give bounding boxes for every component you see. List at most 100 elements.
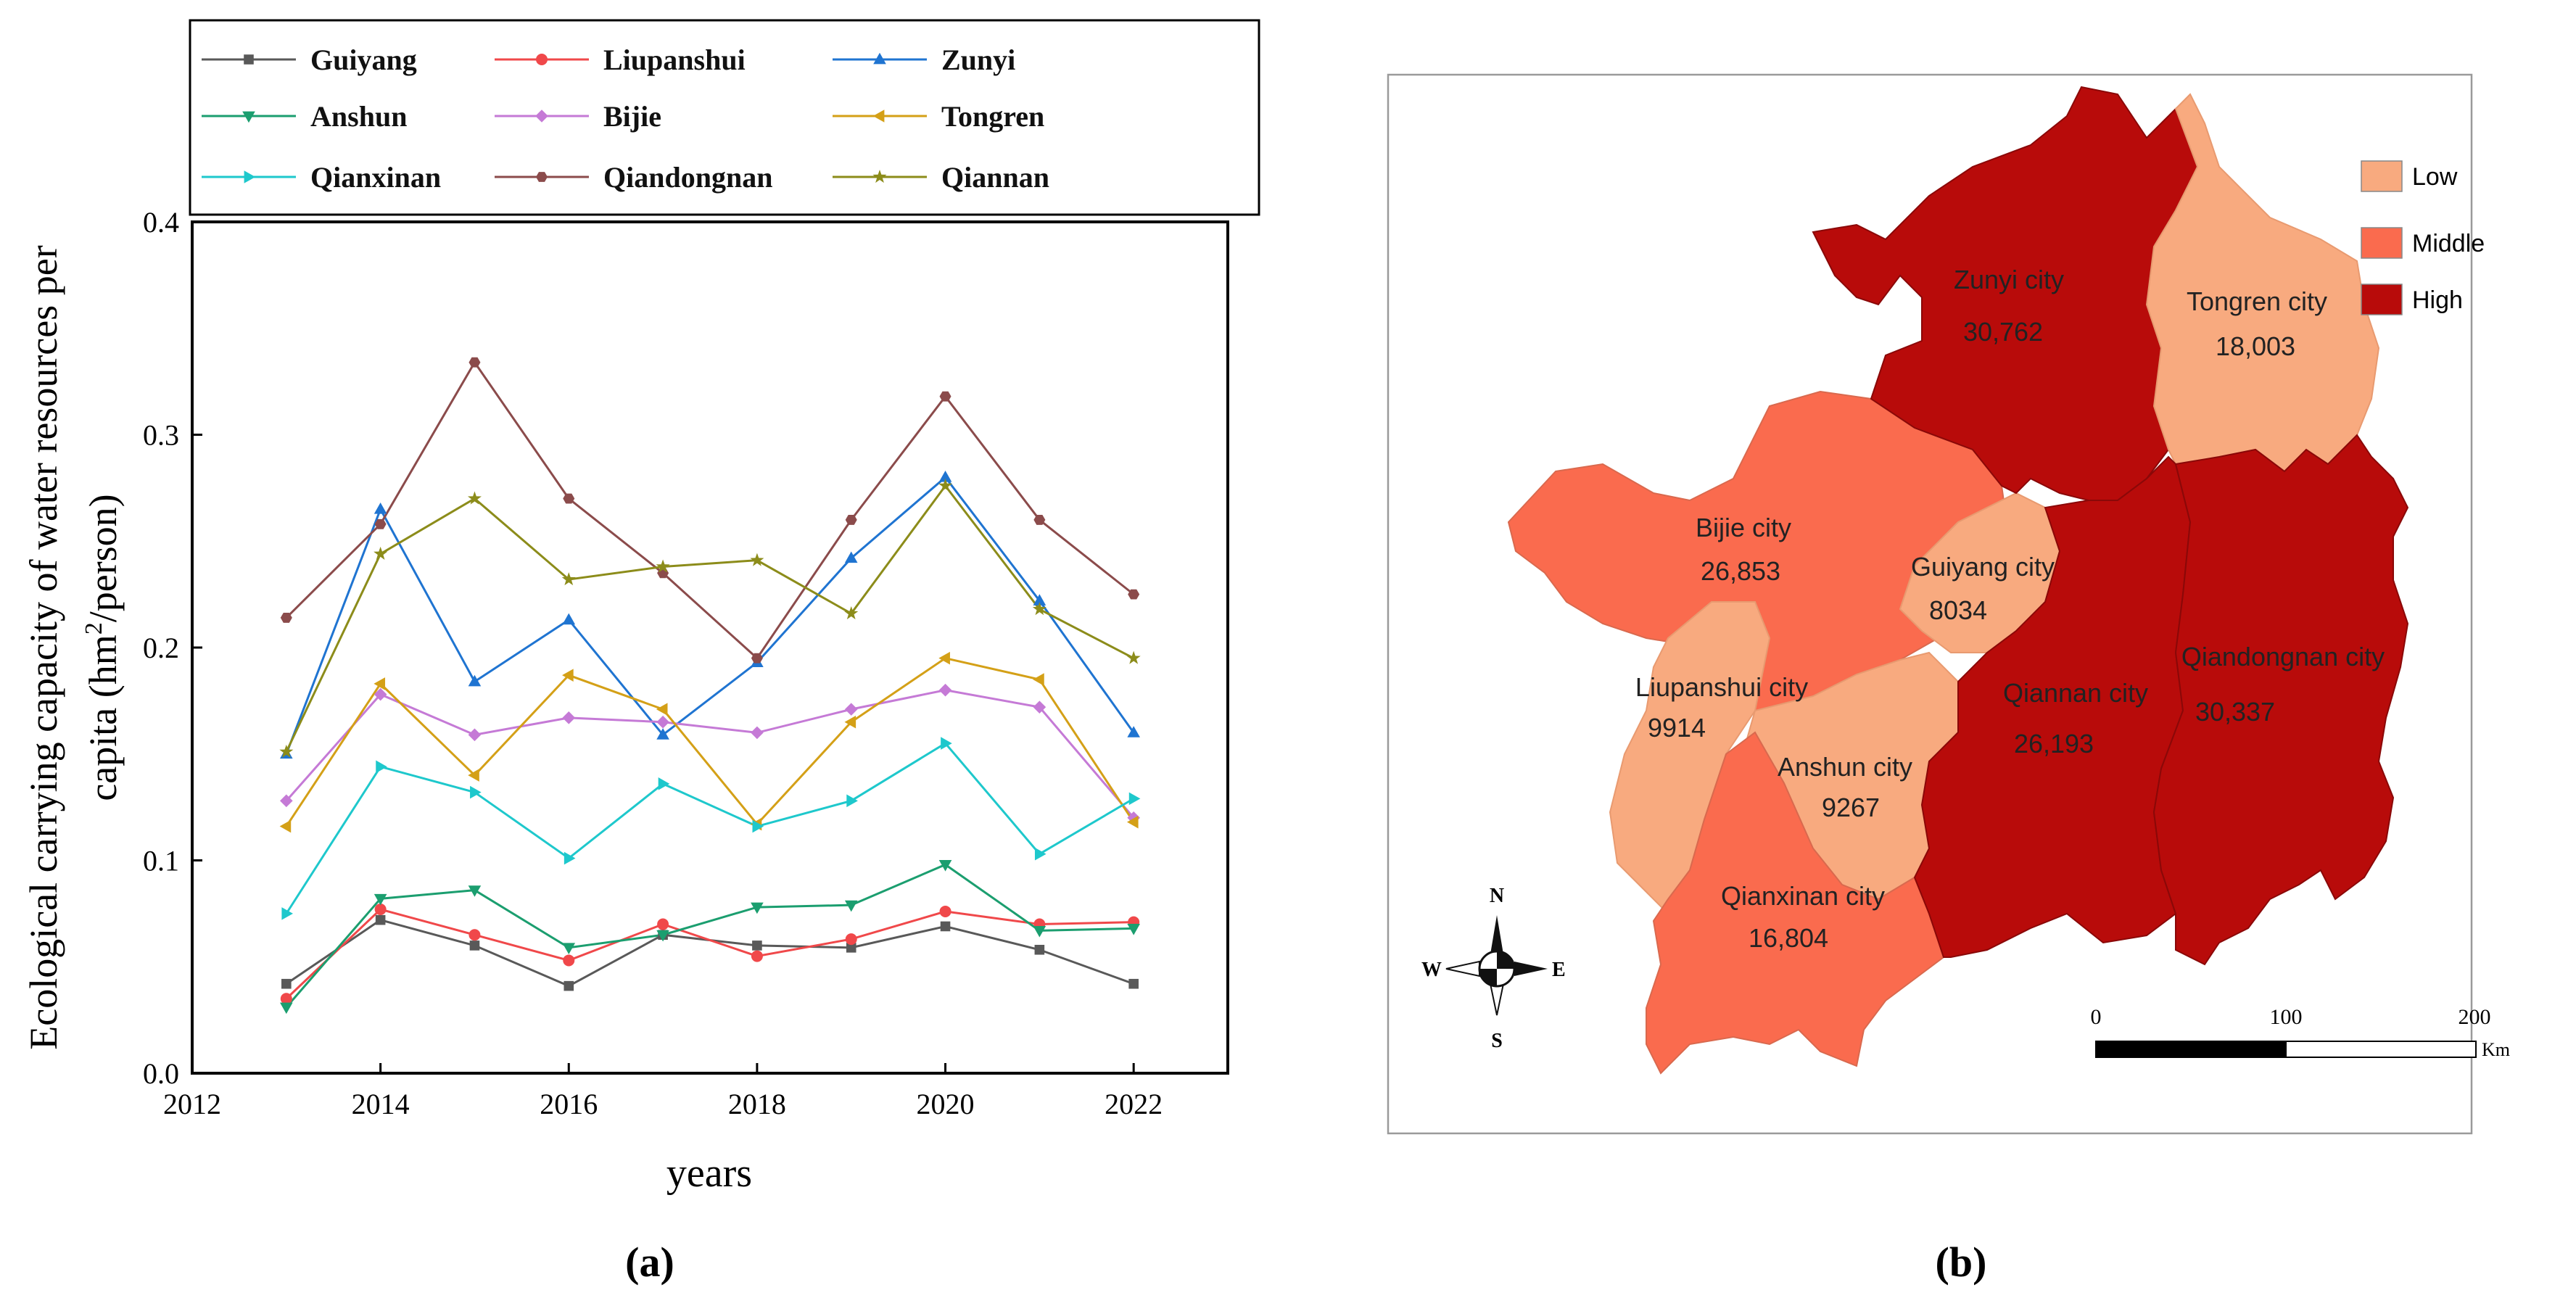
data-point-qianxinan: [941, 737, 952, 750]
data-point-bijie: [280, 794, 293, 808]
label-qiannan-value: 26,193: [2014, 729, 2094, 758]
compass-e: E: [1552, 959, 1566, 981]
data-point-bijie: [373, 687, 387, 701]
scale-tick-100: 100: [2270, 1005, 2303, 1029]
y-tick-label: 0.3: [143, 419, 179, 452]
scale-bar: 0 100 200 Km: [2091, 1005, 2511, 1060]
compass-n: N: [1490, 885, 1504, 907]
series-line-guiyang: [285, 919, 1134, 988]
label-bijie-value: 26,853: [1701, 556, 1780, 586]
label-liupanshui-value: 9914: [1648, 713, 1706, 743]
label-tongren-value: 18,003: [2216, 331, 2295, 361]
data-point-zunyi: [844, 551, 858, 563]
scale-bar-light: [2285, 1041, 2477, 1058]
data-point-guiyang: [375, 914, 386, 925]
data-point-qiannan: [656, 559, 670, 573]
data-point-zunyi: [468, 674, 482, 687]
chart-legend: [189, 19, 1260, 216]
x-tick-label: 2020: [917, 1088, 975, 1120]
data-point-qiandongnan: [468, 357, 481, 368]
data-point-zunyi: [1127, 726, 1140, 737]
x-tick-label: 2012: [163, 1088, 221, 1120]
data-point-qiannan: [561, 572, 576, 586]
data-point-liupanshui: [280, 993, 292, 1005]
legend-label-liupanshui: Liupanshui: [603, 44, 746, 76]
data-point-qiannan: [1032, 602, 1046, 616]
region-tongren: [2145, 93, 2380, 473]
data-point-qiandongnan: [845, 514, 857, 525]
series-line-tongren: [285, 657, 1135, 827]
data-point-anshun: [751, 902, 764, 914]
data-point-guiyang: [752, 941, 762, 951]
label-liupanshui-name: Liupanshui city: [1635, 672, 1808, 702]
legend-label-low: Low: [2412, 163, 2458, 191]
legend-label-zunyi: Zunyi: [941, 44, 1015, 76]
data-point-zunyi: [373, 503, 387, 514]
data-point-anshun: [938, 859, 952, 872]
data-point-zunyi: [562, 613, 576, 625]
data-point-anshun: [280, 1002, 293, 1014]
x-tick-label: 2018: [728, 1088, 786, 1120]
label-qianxinan-name: Qianxinan city: [1721, 881, 1885, 911]
legend-label-middle: Middle: [2412, 230, 2485, 257]
data-point-guiyang: [1034, 944, 1045, 955]
panel-label-a: (a): [625, 1239, 674, 1286]
data-point-anshun: [468, 885, 482, 897]
data-point-anshun: [656, 930, 669, 942]
series-line-anshun: [285, 863, 1134, 1008]
data-point-tongren: [279, 819, 292, 833]
data-point-bijie: [1033, 700, 1046, 714]
data-point-anshun: [562, 943, 576, 955]
data-point-qianxinan: [281, 907, 294, 920]
data-point-qianxinan: [564, 851, 576, 865]
data-point-guiyang: [281, 978, 292, 989]
y-tick-label: 0.1: [143, 845, 179, 877]
data-point-zunyi: [938, 471, 952, 482]
data-point-liupanshui: [468, 929, 481, 941]
data-point-qiandongnan: [280, 612, 292, 623]
label-anshun-name: Anshun city: [1778, 752, 1912, 782]
data-point-qianxinan: [1034, 847, 1046, 861]
legend-marker-bijie: [535, 109, 548, 123]
scale-tick-200: 200: [2459, 1005, 2491, 1029]
legend-label-tongren: Tongren: [941, 100, 1044, 133]
legend-swatch-middle: [2361, 227, 2403, 259]
data-point-qiannan: [938, 478, 953, 492]
data-point-anshun: [1033, 925, 1046, 938]
data-point-liupanshui: [657, 918, 669, 930]
data-point-qiandongnan: [751, 653, 763, 664]
data-point-tongren: [656, 703, 668, 716]
data-point-qiannan: [1126, 650, 1141, 664]
legend-marker-anshun: [242, 111, 255, 123]
data-point-liupanshui: [939, 905, 951, 917]
legend-label-qianxinan: Qianxinan: [310, 161, 441, 194]
legend-marker-zunyi: [873, 52, 886, 65]
data-point-anshun: [1127, 924, 1140, 935]
data-point-tongren: [373, 677, 386, 690]
series-line-qiandongnan: [285, 360, 1135, 660]
data-point-liupanshui: [563, 954, 575, 967]
compass-w: W: [1421, 959, 1442, 981]
label-zunyi-value: 30,762: [1963, 317, 2043, 347]
legend-marker-qiandongnan: [536, 172, 548, 182]
data-point-qiannan: [750, 553, 764, 566]
label-guiyang-value: 8034: [1929, 595, 1987, 625]
legend-marker-tongren: [872, 109, 885, 123]
data-point-qiandongnan: [1033, 514, 1046, 525]
data-point-guiyang: [564, 980, 574, 991]
legend-label-bijie: Bijie: [603, 100, 661, 133]
data-point-guiyang: [940, 921, 951, 932]
data-point-bijie: [656, 715, 669, 729]
scale-tick-0: 0: [2091, 1005, 2102, 1029]
y-axis-label-sup: 2: [80, 622, 107, 634]
region-labels: Zunyi city 30,762 Tongren city 18,003 Bi…: [1635, 265, 2385, 953]
data-point-tongren: [562, 669, 574, 682]
panel-label-b: (b): [1936, 1239, 1987, 1286]
series-line-qiannan: [285, 484, 1134, 753]
x-tick-label: 2016: [540, 1088, 598, 1120]
y-axis-label-line1: Ecological carrying capacity of water re…: [22, 245, 65, 1049]
y-axis-label-prefix: capita (hm: [81, 634, 125, 801]
compass-s: S: [1491, 1030, 1503, 1052]
y-tick-label: 0.2: [143, 632, 179, 664]
y-axis-label-line2: capita (hm2/person): [80, 494, 125, 801]
